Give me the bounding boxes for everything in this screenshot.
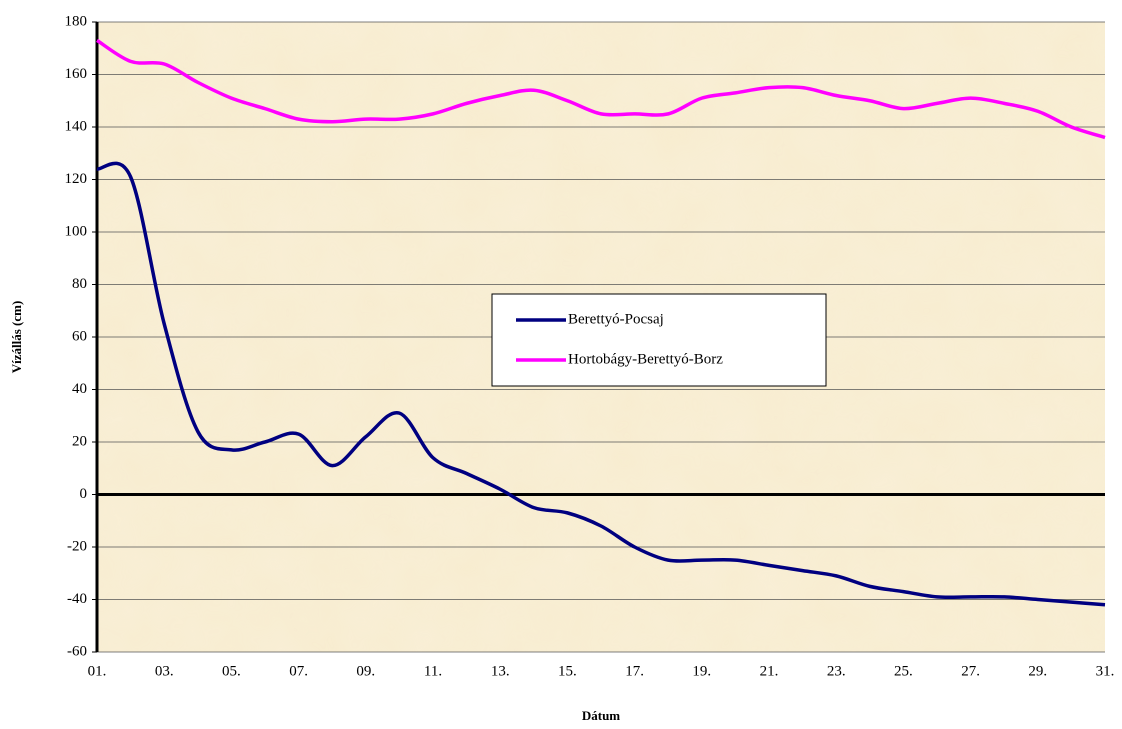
x-tick-label: 31. xyxy=(1096,663,1115,679)
legend-label: Berettyó-Pocsaj xyxy=(568,311,664,327)
y-tick-label: 20 xyxy=(72,433,87,449)
x-tick-label: 05. xyxy=(222,663,241,679)
x-tick-label: 21. xyxy=(760,663,779,679)
y-tick-label: -60 xyxy=(67,643,87,659)
y-tick-label: 160 xyxy=(65,66,88,82)
x-tick-label: 13. xyxy=(491,663,510,679)
y-tick-label: 60 xyxy=(72,328,87,344)
y-axis-label: Vízállás (cm) xyxy=(9,301,24,374)
x-tick-label: 25. xyxy=(894,663,913,679)
legend-label: Hortobágy-Berettyó-Borz xyxy=(568,351,723,367)
x-tick-label: 09. xyxy=(356,663,375,679)
legend-box xyxy=(491,293,827,387)
x-axis-label: Dátum xyxy=(582,708,620,723)
y-tick-label: 120 xyxy=(65,171,88,187)
y-tick-label: 180 xyxy=(65,13,88,29)
x-tick-label: 29. xyxy=(1028,663,1047,679)
y-tick-label: -20 xyxy=(67,538,87,554)
x-tick-label: 27. xyxy=(961,663,980,679)
x-tick-label: 19. xyxy=(692,663,711,679)
y-tick-label: 0 xyxy=(80,486,88,502)
x-tick-label: 07. xyxy=(289,663,308,679)
x-tick-label: 15. xyxy=(558,663,577,679)
y-tick-label: -40 xyxy=(67,591,87,607)
x-tick-label: 01. xyxy=(88,663,107,679)
y-tick-label: 40 xyxy=(72,381,87,397)
y-tick-label: 100 xyxy=(65,223,88,239)
series-line xyxy=(96,161,1106,607)
x-tick-label: 03. xyxy=(155,663,174,679)
x-tick-label: 11. xyxy=(424,663,442,679)
x-tick-label: 23. xyxy=(827,663,846,679)
y-tick-label: 140 xyxy=(65,118,88,134)
series-line xyxy=(96,38,1106,140)
x-tick-label: 17. xyxy=(625,663,644,679)
y-tick-label: 80 xyxy=(72,276,87,292)
